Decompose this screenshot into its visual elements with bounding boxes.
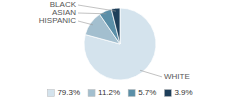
legend-swatch <box>47 90 54 97</box>
category-label: WHITE <box>164 72 190 81</box>
leader-line <box>78 13 106 15</box>
leader-line <box>78 21 93 25</box>
legend-label: 11.2% <box>98 88 120 97</box>
pie-slice <box>84 8 156 80</box>
leader-line <box>78 5 116 11</box>
category-labels: BLACKASIANHISPANICWHITE <box>39 0 190 81</box>
legend-swatch <box>128 90 135 97</box>
slices <box>84 8 156 80</box>
legend-label: 5.7% <box>138 88 156 97</box>
pie-slice <box>111 8 120 44</box>
legend: 79.3% 11.2% 5.7% 3.9% <box>47 88 192 97</box>
legend-label: 3.9% <box>174 88 192 97</box>
category-label: HISPANIC <box>39 16 76 25</box>
legend-label: 79.3% <box>57 88 80 97</box>
legend-swatch <box>88 90 95 97</box>
legend-swatch <box>164 90 171 97</box>
chart: BLACKASIANHISPANICWHITE79.3%11.2%5.7%3.9… <box>0 0 240 100</box>
leader-line <box>140 70 162 77</box>
